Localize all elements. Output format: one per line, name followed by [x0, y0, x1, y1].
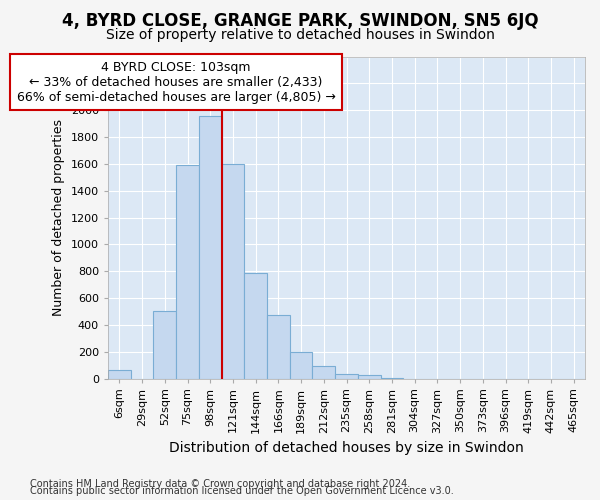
Bar: [313, 366, 335, 378]
X-axis label: Distribution of detached houses by size in Swindon: Distribution of detached houses by size …: [169, 441, 524, 455]
Bar: [244, 272, 267, 378]
Bar: [335, 374, 358, 378]
Bar: [154, 312, 176, 378]
Bar: [267, 316, 290, 378]
Y-axis label: Number of detached properties: Number of detached properties: [52, 119, 65, 316]
Bar: [358, 375, 380, 378]
Bar: [290, 352, 313, 378]
Text: 4 BYRD CLOSE: 103sqm
← 33% of detached houses are smaller (2,433)
66% of semi-de: 4 BYRD CLOSE: 103sqm ← 33% of detached h…: [17, 60, 335, 104]
Bar: [199, 116, 221, 378]
Text: Size of property relative to detached houses in Swindon: Size of property relative to detached ho…: [106, 28, 494, 42]
Bar: [221, 164, 244, 378]
Bar: [108, 370, 131, 378]
Bar: [176, 165, 199, 378]
Text: Contains public sector information licensed under the Open Government Licence v3: Contains public sector information licen…: [30, 486, 454, 496]
Text: Contains HM Land Registry data © Crown copyright and database right 2024.: Contains HM Land Registry data © Crown c…: [30, 479, 410, 489]
Text: 4, BYRD CLOSE, GRANGE PARK, SWINDON, SN5 6JQ: 4, BYRD CLOSE, GRANGE PARK, SWINDON, SN5…: [62, 12, 538, 30]
